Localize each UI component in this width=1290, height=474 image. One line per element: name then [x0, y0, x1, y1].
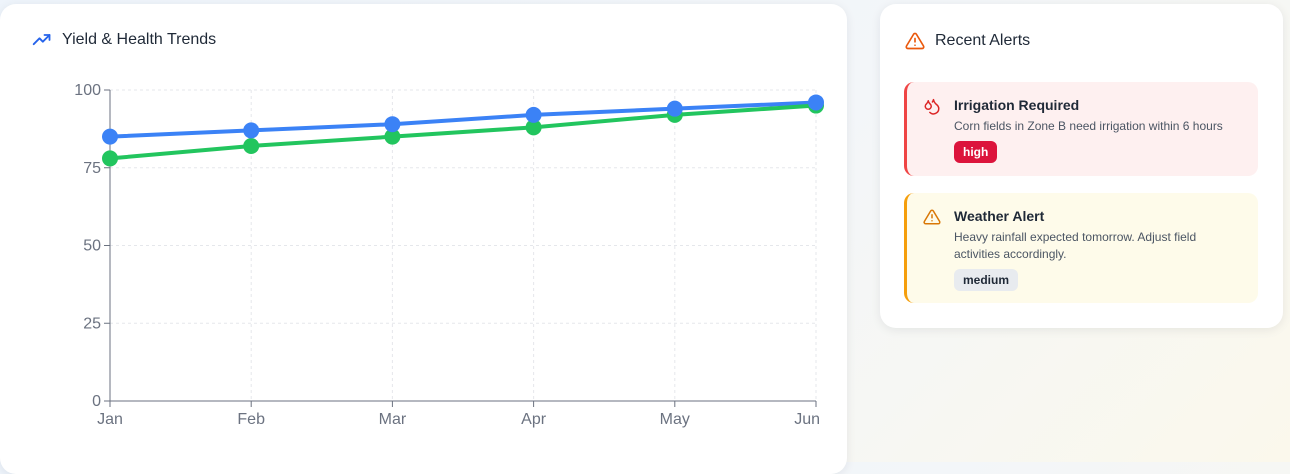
x-tick-label: May	[660, 411, 690, 428]
warning-icon	[905, 32, 925, 50]
data-point-series-0	[666, 100, 683, 117]
trending-up-icon	[32, 34, 51, 46]
recent-alerts-card: Recent Alerts Irrigation Required Corn f…	[880, 4, 1283, 328]
alerts-card-title: Recent Alerts	[935, 32, 1031, 49]
warning-icon	[923, 209, 941, 225]
alert-irrigation-required[interactable]: Irrigation Required Corn fields in Zone …	[904, 82, 1258, 176]
data-point-series-1	[243, 137, 260, 154]
chart-card-header: Yield & Health Trends	[32, 30, 216, 50]
data-point-series-1	[384, 128, 401, 145]
x-tick-label: Apr	[521, 411, 547, 428]
data-point-series-0	[384, 116, 401, 133]
x-tick-label: Mar	[379, 411, 407, 428]
data-point-series-0	[525, 106, 542, 123]
data-point-series-0	[808, 94, 824, 111]
x-tick-label: Jan	[97, 411, 123, 428]
data-point-series-1	[102, 150, 118, 167]
y-tick-label: 50	[83, 238, 101, 255]
line-chart: 0 25 50 75 100 Jan Feb Mar Apr May Jun	[74, 82, 824, 428]
alerts-card-header: Recent Alerts	[905, 31, 1030, 51]
droplets-icon	[924, 98, 940, 115]
y-tick-label: 75	[83, 160, 101, 177]
alert-title: Weather Alert	[954, 208, 1045, 224]
data-point-series-1	[525, 119, 542, 136]
y-tick-label: 100	[74, 82, 101, 99]
series-line-0	[108, 100, 818, 139]
alert-message: Corn fields in Zone B need irrigation wi…	[954, 119, 1223, 133]
alert-title: Irrigation Required	[954, 97, 1080, 113]
alert-message: Heavy rainfall expected tomorrow. Adjust…	[954, 230, 1197, 261]
data-point-series-0	[243, 122, 260, 139]
series-line-1	[108, 103, 818, 161]
y-tick-label: 0	[92, 393, 101, 410]
severity-badge: medium	[954, 269, 1019, 291]
data-point-series-0	[102, 128, 118, 145]
y-tick-label: 25	[83, 315, 101, 332]
x-tick-label: Jun	[794, 411, 820, 428]
severity-badge: high	[954, 141, 998, 163]
x-tick-label: Feb	[237, 411, 265, 428]
chart-card-title: Yield & Health Trends	[62, 31, 217, 48]
yield-health-chart-card: Yield & Health Trends 0 25 50 75 100 Jan Feb Ma…	[0, 4, 847, 474]
alert-weather[interactable]: Weather Alert Heavy rainfall expected to…	[904, 193, 1258, 303]
